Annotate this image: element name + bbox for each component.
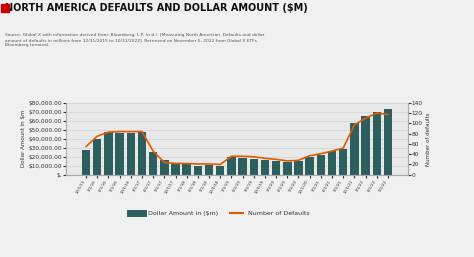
Bar bbox=[384, 109, 392, 175]
Bar bbox=[317, 155, 325, 175]
Bar bbox=[305, 157, 314, 175]
Bar bbox=[272, 161, 280, 175]
Bar bbox=[138, 133, 146, 175]
Bar bbox=[171, 163, 180, 175]
Bar bbox=[104, 133, 113, 175]
Bar bbox=[182, 164, 191, 175]
Bar bbox=[127, 133, 135, 175]
Bar bbox=[194, 166, 202, 175]
Text: NORTH AMERICA DEFAULTS AND DOLLAR AMOUNT ($M): NORTH AMERICA DEFAULTS AND DOLLAR AMOUNT… bbox=[5, 3, 308, 13]
Bar bbox=[238, 158, 247, 175]
Bar bbox=[328, 151, 336, 175]
Bar bbox=[361, 116, 370, 175]
Y-axis label: Number of defaults: Number of defaults bbox=[426, 112, 431, 166]
Bar bbox=[216, 166, 224, 175]
Bar bbox=[339, 149, 347, 175]
Bar bbox=[93, 139, 101, 175]
Bar bbox=[350, 123, 359, 175]
Bar bbox=[373, 112, 381, 175]
Text: Source: Global X with information derived from: Bloomberg, L.P. (n.d.). [Measuri: Source: Global X with information derive… bbox=[5, 33, 264, 47]
Bar bbox=[261, 160, 269, 175]
Bar bbox=[227, 157, 236, 175]
Bar bbox=[160, 160, 169, 175]
Bar bbox=[115, 133, 124, 175]
Legend: Dollar Amount in ($m), Number of Defaults: Dollar Amount in ($m), Number of Default… bbox=[128, 208, 312, 218]
Y-axis label: Dollar Amount in $m: Dollar Amount in $m bbox=[21, 110, 26, 168]
Bar bbox=[283, 162, 292, 175]
Bar bbox=[149, 152, 157, 175]
Bar bbox=[82, 151, 90, 175]
Bar bbox=[205, 165, 213, 175]
Bar bbox=[294, 161, 303, 175]
Bar bbox=[250, 159, 258, 175]
